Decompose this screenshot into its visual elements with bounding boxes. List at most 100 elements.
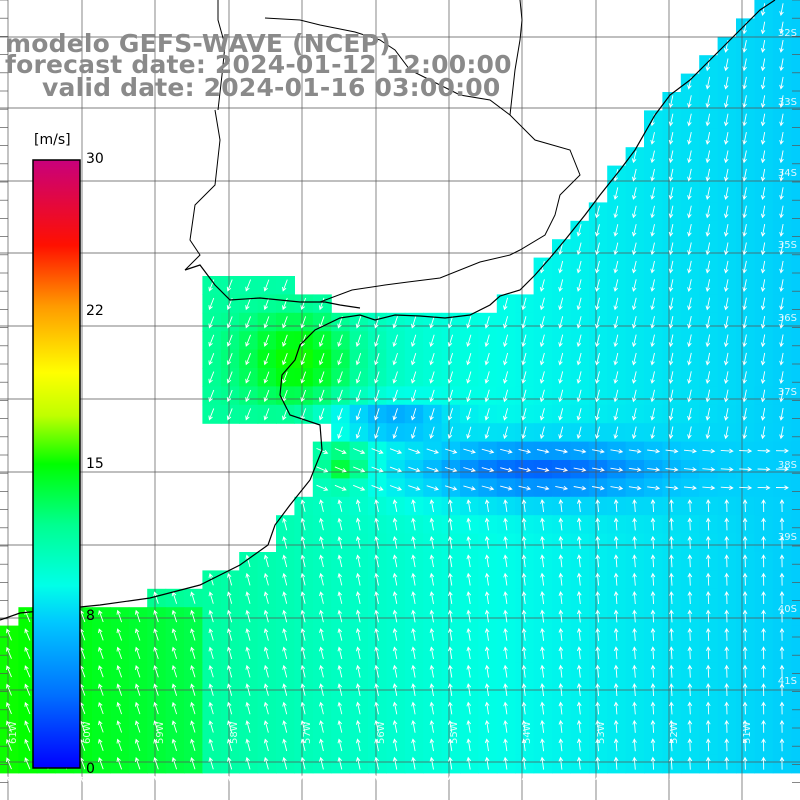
wind-arrow (576, 627, 582, 641)
wind-arrow (742, 683, 748, 697)
wind-arrow (687, 517, 693, 531)
wind-arrow (282, 334, 288, 347)
wind-arrow (631, 334, 637, 348)
wind-arrow (484, 371, 490, 384)
colorbar-gradient (32, 159, 81, 769)
wind-arrow (540, 646, 545, 660)
wind-arrow (592, 448, 605, 454)
wind-arrow (208, 738, 214, 752)
wind-arrow (319, 609, 324, 623)
wind-arrow (245, 683, 251, 696)
wind-arrow (392, 554, 398, 568)
wind-arrow (392, 408, 398, 421)
wind-arrow (226, 279, 233, 292)
wind-arrow (613, 260, 619, 274)
wind-arrow (484, 572, 490, 586)
wind-arrow (742, 408, 747, 421)
wind-arrow (447, 371, 454, 384)
wind-arrow (705, 224, 711, 237)
wind-arrow (300, 683, 306, 696)
wind-arrow (466, 316, 472, 329)
wind-arrow (411, 499, 416, 512)
wind-arrow (632, 591, 637, 605)
wind-arrow (742, 352, 747, 366)
wind-arrow (742, 316, 747, 329)
wind-arrow (632, 664, 637, 678)
wind-arrow (779, 535, 785, 549)
wind-arrow (650, 408, 655, 421)
wind-arrow (374, 334, 380, 347)
wind-arrow (208, 297, 215, 311)
wind-speed-cell (791, 239, 800, 259)
wind-arrow (779, 738, 785, 752)
wind-arrow (632, 683, 637, 697)
wind-arrow (484, 352, 490, 366)
wind-arrow (245, 371, 252, 384)
wind-arrow (687, 132, 692, 145)
wind-arrow (392, 664, 398, 678)
wind-arrow (503, 517, 508, 531)
wind-arrow (705, 719, 711, 733)
colorbar-unit: [m/s] (34, 132, 71, 148)
wind-arrow (263, 408, 270, 421)
wind-arrow (171, 720, 178, 733)
wind-arrow (319, 738, 324, 752)
wind-arrow (410, 426, 417, 439)
wind-arrow (521, 499, 527, 512)
colorbar-tick: 22 (86, 303, 104, 319)
wind-arrow (558, 775, 564, 789)
wind-arrow (573, 485, 587, 491)
wind-arrow (760, 279, 766, 293)
wind-arrow (595, 738, 601, 752)
wind-arrow (263, 554, 269, 568)
wind-arrow (353, 484, 366, 491)
wind-arrow (742, 499, 748, 513)
wind-arrow (595, 627, 601, 641)
wind-arrow (24, 757, 31, 770)
wind-arrow (613, 535, 619, 549)
wind-speed-cell (791, 36, 800, 56)
wind-arrow (411, 683, 416, 696)
wind-arrow (98, 701, 104, 715)
wind-arrow (576, 389, 582, 403)
wind-arrow (24, 775, 31, 788)
wind-arrow (595, 683, 601, 697)
wind-arrow (650, 535, 656, 549)
wind-arrow (319, 628, 324, 641)
wind-arrow (521, 646, 527, 660)
wind-arrow (631, 426, 637, 440)
wind-arrow (555, 467, 569, 473)
wind-arrow (227, 701, 233, 715)
wind-arrow (392, 499, 398, 512)
wind-arrow (647, 467, 661, 472)
wind-arrow (613, 627, 619, 641)
wind-arrow (466, 775, 472, 788)
wind-arrow (631, 260, 637, 274)
wind-arrow (705, 738, 711, 752)
wind-arrow (650, 316, 655, 329)
wind-arrow (318, 389, 325, 403)
lat-label: 40S (777, 604, 797, 615)
wind-arrow (761, 572, 766, 586)
wind-arrow (779, 40, 784, 53)
wind-arrow (355, 426, 362, 439)
wind-arrow (613, 517, 619, 531)
wind-arrow (263, 572, 269, 586)
wind-arrow (282, 517, 288, 531)
wind-arrow (521, 572, 527, 586)
wind-arrow (723, 224, 729, 237)
wind-arrow (190, 683, 196, 696)
wind-arrow (208, 591, 214, 604)
wind-arrow (742, 297, 747, 311)
wind-arrow (779, 3, 784, 17)
wind-arrow (632, 719, 637, 733)
wind-arrow (687, 242, 692, 256)
wind-arrow (687, 426, 692, 440)
wind-speed-cell (791, 18, 800, 38)
wind-arrow (521, 389, 527, 403)
wind-arrow (282, 664, 288, 678)
wind-arrow (613, 646, 619, 660)
wind-arrow (687, 297, 692, 311)
wind-arrow (374, 719, 379, 733)
